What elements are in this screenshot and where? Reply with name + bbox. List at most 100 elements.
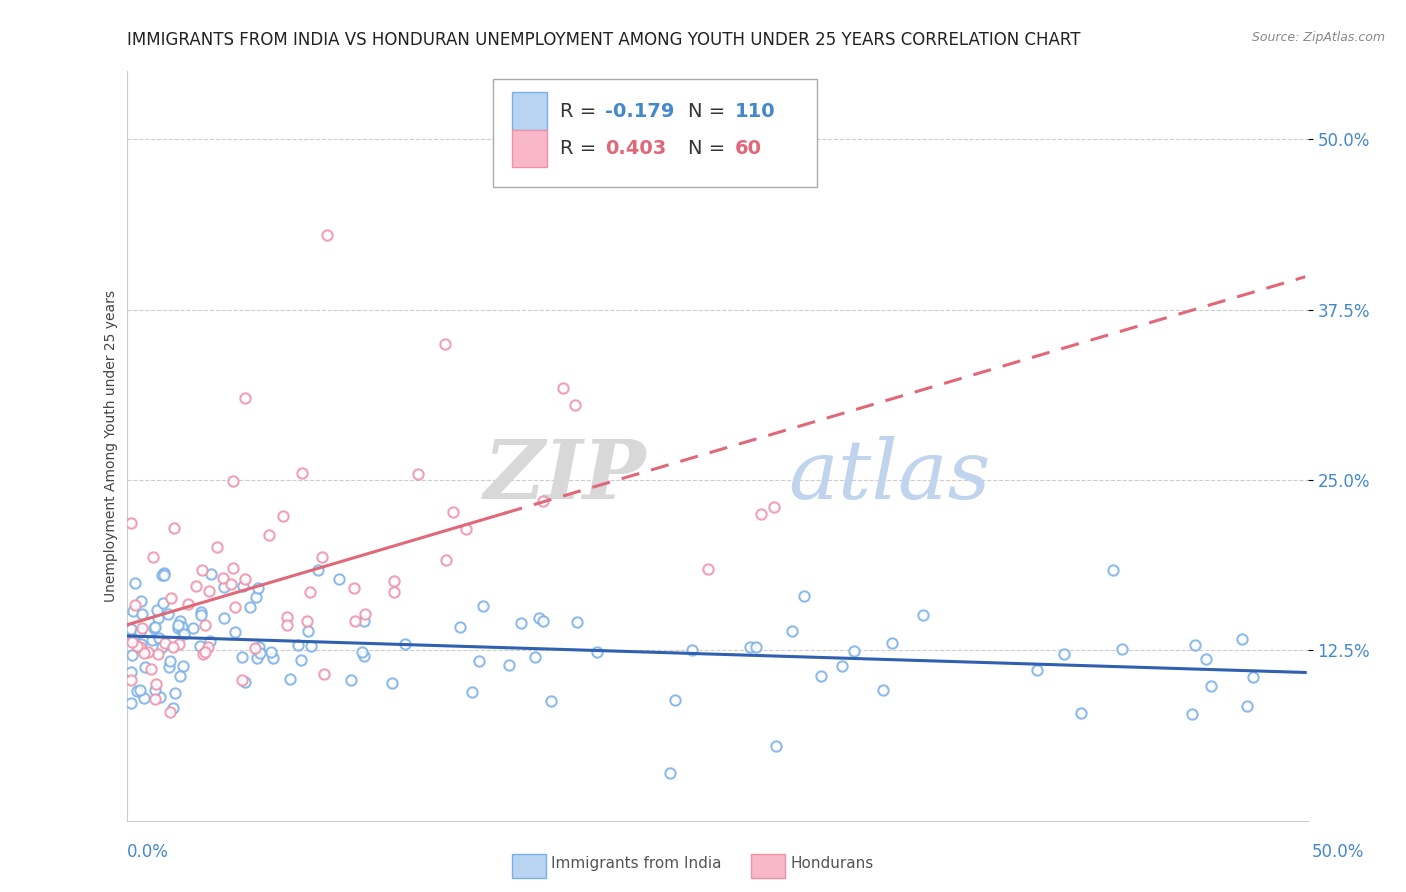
Point [145, 603, 167, 617]
Point [382, 585, 405, 599]
Point [749, 507, 772, 521]
Point [163, 521, 186, 535]
Point [271, 508, 294, 523]
Point [350, 645, 373, 659]
Point [197, 640, 219, 654]
Point [159, 654, 181, 668]
Point [664, 693, 686, 707]
Point [167, 618, 190, 632]
Point [120, 623, 142, 637]
Point [142, 549, 165, 564]
Text: IMMIGRANTS FROM INDIA VS HONDURAN UNEMPLOYMENT AMONG YOUTH UNDER 25 YEARS CORREL: IMMIGRANTS FROM INDIA VS HONDURAN UNEMPL… [127, 31, 1080, 49]
Text: N =: N = [688, 139, 731, 158]
Point [172, 620, 194, 634]
Point [121, 635, 143, 649]
Point [143, 682, 166, 697]
Point [763, 500, 786, 514]
Point [150, 640, 173, 654]
Point [198, 584, 221, 599]
Point [190, 607, 212, 622]
Point [184, 579, 207, 593]
Point [290, 653, 312, 667]
Point [434, 552, 457, 566]
Point [586, 645, 609, 659]
Point [159, 591, 181, 606]
Point [831, 659, 853, 673]
Point [509, 616, 531, 631]
Point [1070, 706, 1092, 721]
Point [233, 674, 256, 689]
Point [121, 631, 143, 645]
Point [1101, 563, 1123, 577]
Point [553, 381, 575, 395]
Point [233, 392, 256, 406]
Point [169, 668, 191, 682]
Point [681, 643, 703, 657]
Point [394, 637, 416, 651]
Point [540, 694, 562, 708]
Text: 50.0%: 50.0% [1312, 843, 1364, 861]
Point [163, 686, 186, 700]
Point [194, 618, 217, 632]
Point [131, 621, 153, 635]
Point [120, 665, 142, 680]
Point [191, 647, 214, 661]
Point [276, 618, 298, 632]
Point [132, 691, 155, 706]
Point [249, 646, 271, 660]
Point [745, 640, 768, 654]
Point [441, 505, 464, 519]
Point [247, 640, 270, 654]
FancyBboxPatch shape [512, 93, 547, 130]
Y-axis label: Unemployment Among Youth under 25 years: Unemployment Among Youth under 25 years [104, 290, 118, 602]
Point [287, 638, 309, 652]
Point [456, 523, 478, 537]
Point [129, 594, 152, 608]
Point [434, 336, 457, 351]
Point [146, 611, 169, 625]
Point [222, 561, 245, 575]
Point [127, 683, 149, 698]
Point [1241, 669, 1264, 683]
Point [139, 662, 162, 676]
Point [343, 581, 366, 595]
Point [1053, 648, 1076, 662]
Point [472, 599, 495, 613]
Point [449, 620, 471, 634]
Point [212, 571, 235, 585]
Point [262, 650, 284, 665]
Point [1180, 706, 1202, 721]
Point [307, 563, 329, 577]
Point [124, 575, 146, 590]
Point [297, 615, 319, 629]
FancyBboxPatch shape [512, 130, 547, 168]
Point [344, 614, 367, 628]
Text: Hondurans: Hondurans [790, 856, 873, 871]
Point [173, 627, 195, 641]
Point [169, 615, 191, 629]
Point [146, 648, 169, 662]
Point [810, 669, 832, 683]
Text: 60: 60 [735, 139, 762, 158]
Point [141, 633, 163, 648]
Point [176, 597, 198, 611]
Point [224, 624, 246, 639]
Point [143, 691, 166, 706]
Point [353, 614, 375, 628]
Point [231, 650, 253, 665]
Point [353, 649, 375, 664]
Point [188, 639, 211, 653]
Point [222, 474, 245, 488]
Point [212, 580, 235, 594]
Point [842, 644, 865, 658]
Point [1232, 632, 1254, 646]
Point [127, 639, 149, 653]
Text: -0.179: -0.179 [605, 102, 675, 120]
Point [316, 227, 339, 242]
Point [461, 685, 484, 699]
Point [328, 572, 350, 586]
Point [129, 640, 152, 654]
Point [533, 493, 555, 508]
FancyBboxPatch shape [492, 78, 817, 187]
Point [149, 690, 172, 704]
